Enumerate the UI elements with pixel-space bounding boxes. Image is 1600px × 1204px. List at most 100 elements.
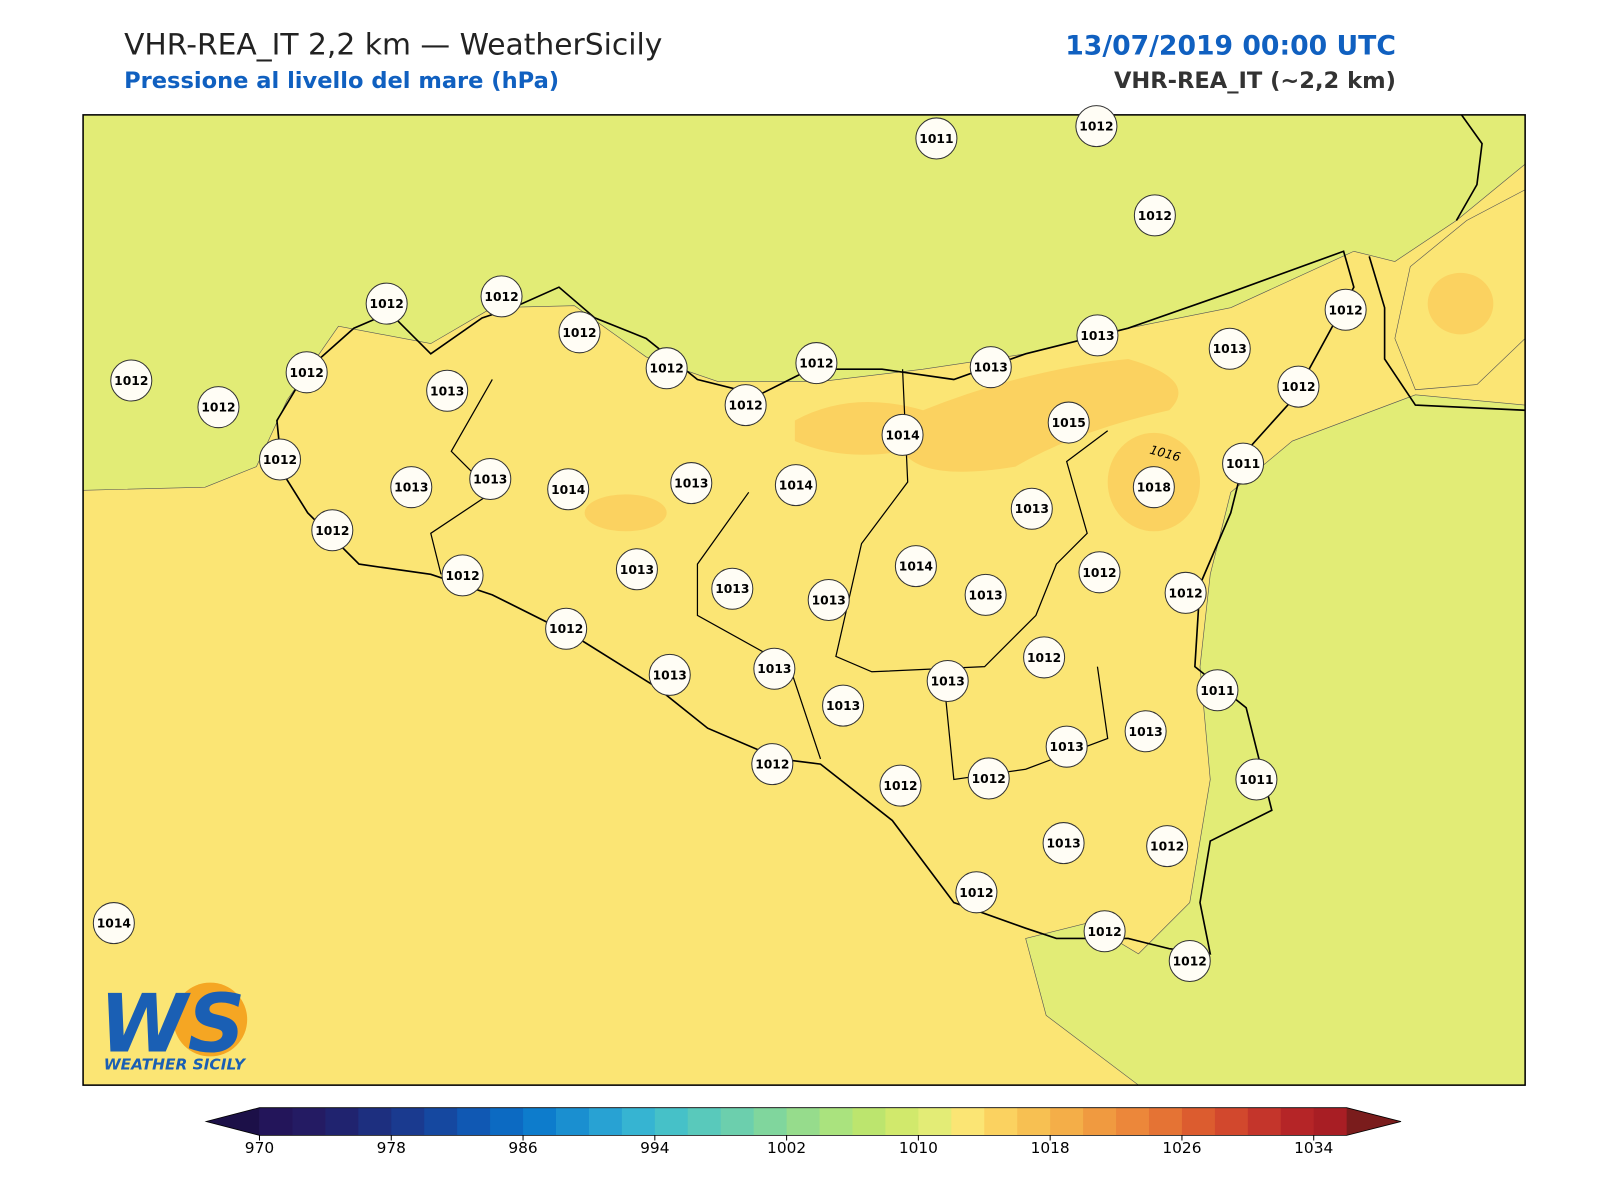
station: 1012	[1168, 940, 1211, 983]
colorbar-segment	[1247, 1107, 1282, 1136]
station-marker	[1196, 669, 1239, 712]
station: 1014	[881, 413, 924, 456]
colorbar-segment	[819, 1107, 854, 1136]
station: 1013	[426, 369, 469, 412]
station-value: 1018	[1137, 481, 1171, 495]
station-marker	[1010, 487, 1053, 530]
station-value: 1012	[562, 326, 596, 340]
station-value: 1013	[715, 582, 749, 596]
station: 1012	[197, 386, 240, 429]
title: VHR-REA_IT 2,2 km — WeatherSicily	[124, 27, 662, 62]
station: 1014	[774, 464, 817, 507]
colorbar: 970 978 986 994 1002 1010 1018 1026 1034	[204, 1107, 1402, 1157]
station-value: 1012	[484, 290, 518, 304]
station: 1012	[1324, 288, 1367, 331]
station: 1013	[926, 660, 969, 703]
station: 1012	[645, 347, 688, 390]
logo-mark: WS	[99, 977, 245, 1070]
station-value: 1012	[290, 366, 324, 380]
station-value: 1012	[201, 401, 235, 415]
station-value: 1013	[430, 384, 464, 398]
station-marker	[285, 351, 328, 394]
station-value: 1013	[931, 675, 965, 689]
station: 1012	[1146, 825, 1189, 868]
stations: 1011 1012 1012 1012 1012 1012 1013 1012 1013 1012…	[92, 105, 1367, 983]
station-marker	[645, 347, 688, 390]
station-marker	[1235, 758, 1278, 801]
station-marker	[879, 764, 922, 807]
colorbar-tick-label: 1010	[899, 1139, 938, 1157]
station: 1011	[1222, 442, 1265, 485]
station-marker	[822, 684, 865, 727]
station: 1012	[1078, 551, 1121, 594]
colorbar-segment	[1313, 1107, 1348, 1136]
station-marker	[1324, 288, 1367, 331]
colorbar-segment	[951, 1107, 985, 1136]
station-marker	[807, 578, 850, 622]
colorbar-tick-label: 970	[245, 1139, 274, 1157]
station: 1013	[469, 457, 512, 500]
station-value: 1012	[1087, 925, 1121, 939]
logo: WS WEATHER SICILY	[99, 977, 248, 1074]
station: 1015	[1047, 401, 1090, 444]
station-marker	[1208, 327, 1251, 370]
coastline	[1368, 114, 1526, 412]
station-value: 1011	[1239, 773, 1273, 787]
station-value: 1012	[315, 524, 349, 538]
station-value: 1012	[263, 453, 297, 467]
station-marker	[648, 653, 691, 696]
colorbar-tick-label: 1026	[1162, 1139, 1201, 1157]
station-marker	[390, 466, 433, 509]
colorbar-segment	[621, 1107, 656, 1136]
station: 1013	[1124, 710, 1167, 753]
station-value: 1012	[1169, 586, 1203, 600]
station-value: 1015	[1052, 416, 1086, 430]
station-value: 1013	[1129, 725, 1163, 739]
station-marker	[615, 548, 658, 591]
station-marker	[92, 902, 135, 945]
station-value: 1012	[1079, 120, 1113, 134]
station-marker	[969, 346, 1012, 389]
station-marker	[753, 647, 796, 690]
station-marker	[1277, 365, 1320, 408]
station: 1012	[441, 554, 484, 597]
station-marker	[311, 509, 354, 552]
station: 1012	[545, 607, 588, 650]
colorbar-segment	[259, 1107, 293, 1136]
station-marker	[1045, 725, 1088, 768]
station-marker	[197, 386, 240, 429]
station-value: 1011	[1226, 457, 1260, 471]
station-marker	[1083, 910, 1126, 953]
colorbar-segment	[523, 1107, 557, 1136]
station-marker	[258, 438, 302, 481]
station-marker	[1023, 636, 1066, 679]
station: 1013	[390, 466, 433, 509]
station-value: 1014	[779, 479, 813, 493]
colorbar-segment	[918, 1107, 952, 1136]
station-value: 1012	[549, 622, 583, 636]
colorbar-segment	[1050, 1107, 1084, 1136]
station-marker	[881, 413, 924, 456]
colorbar-segment	[1083, 1107, 1117, 1136]
station: 1012	[1133, 194, 1176, 237]
station-marker	[774, 464, 817, 507]
station-marker	[1076, 314, 1119, 357]
station-value: 1012	[1173, 955, 1207, 969]
station-marker	[795, 342, 838, 385]
station: 1012	[311, 509, 354, 552]
field-patch	[584, 494, 667, 532]
station-marker	[1168, 940, 1211, 983]
station: 1012	[1083, 910, 1126, 953]
colorbar-segment	[753, 1107, 788, 1136]
logo-name: WEATHER SICILY	[104, 1056, 247, 1074]
station: 1012	[1277, 365, 1320, 408]
colorbar-segment	[358, 1107, 392, 1136]
station-marker	[894, 545, 937, 588]
station: 1013	[753, 647, 796, 690]
station: 1011	[1235, 758, 1278, 801]
colorbar-segment	[1148, 1107, 1183, 1136]
station-value: 1012	[1138, 209, 1172, 223]
station-value: 1012	[799, 357, 833, 371]
colorbar-segment	[555, 1107, 590, 1136]
station-value: 1012	[1281, 380, 1315, 394]
